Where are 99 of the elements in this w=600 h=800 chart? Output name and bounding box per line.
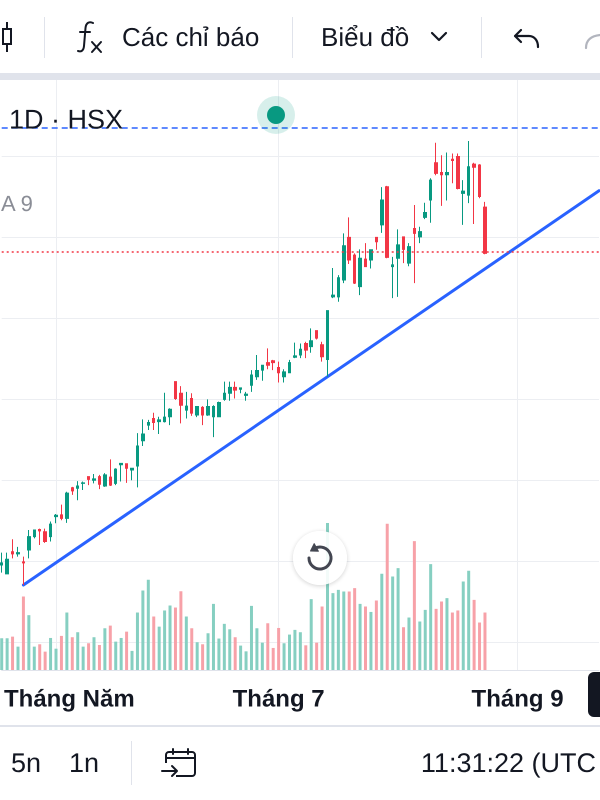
bar (374, 600, 378, 670)
bar (260, 642, 264, 670)
bar (190, 628, 194, 670)
bar (358, 604, 362, 670)
bar (196, 642, 199, 670)
bar (11, 636, 14, 670)
bar (304, 645, 308, 670)
bar (472, 600, 476, 670)
text: 1n (69, 748, 100, 778)
bar (65, 612, 68, 670)
bar (114, 642, 118, 670)
bar (402, 627, 406, 670)
bar (82, 646, 85, 670)
bar (87, 643, 90, 670)
bar (179, 591, 182, 670)
bar (440, 602, 444, 670)
bar (288, 634, 291, 670)
bar (54, 648, 58, 670)
bar (450, 612, 454, 670)
bar (234, 637, 237, 670)
x-tick-label: Tháng Năm (4, 686, 135, 712)
bar (146, 580, 150, 670)
bar (277, 628, 280, 670)
bar (342, 592, 346, 670)
bar (429, 564, 432, 670)
bar (136, 612, 139, 670)
bar (92, 637, 96, 670)
bar (98, 645, 101, 670)
bar (331, 593, 334, 670)
bar (293, 630, 296, 670)
bar (38, 644, 42, 670)
bar (434, 608, 438, 670)
bar (315, 642, 318, 670)
bar (222, 624, 226, 670)
bar (412, 541, 416, 670)
bar (244, 651, 248, 670)
bar (396, 568, 400, 670)
bar (478, 622, 482, 670)
bar (255, 628, 258, 670)
chart-title: 1D · HSX (9, 104, 124, 134)
bar (6, 638, 9, 670)
bar (239, 646, 242, 670)
text: Biểu đồ (321, 22, 410, 52)
bar (70, 637, 74, 670)
bar (60, 636, 63, 670)
bar (348, 592, 351, 670)
bar (364, 606, 368, 670)
bar (168, 605, 172, 670)
bar (16, 646, 20, 670)
bar (391, 576, 394, 670)
bar (158, 626, 161, 670)
bar (27, 615, 30, 670)
bar (212, 604, 215, 670)
bar (424, 610, 427, 670)
bar (108, 626, 112, 670)
bar (445, 598, 448, 670)
bar (380, 574, 384, 670)
bar (141, 590, 144, 670)
bar (152, 616, 156, 670)
bar (49, 638, 52, 670)
bar (32, 646, 36, 670)
bar (0, 638, 4, 670)
bar (310, 599, 313, 670)
bar (184, 616, 188, 670)
bar (462, 582, 465, 670)
text: 11:31:22 (UTC (420, 748, 596, 778)
bar (353, 588, 356, 670)
bar (418, 621, 422, 670)
bar (407, 618, 410, 670)
bar (103, 628, 106, 670)
bar (282, 643, 286, 670)
bar (320, 606, 324, 670)
bar (298, 632, 302, 670)
annotation: A 9 (1, 191, 33, 216)
bar (201, 644, 204, 670)
bar (130, 650, 134, 670)
text: 5n (11, 748, 42, 778)
bar (217, 638, 220, 670)
bar (467, 570, 470, 670)
bar (120, 638, 123, 670)
bar (386, 524, 389, 670)
bar (76, 632, 80, 670)
bar (266, 623, 270, 670)
bar (206, 633, 210, 670)
bar (163, 610, 166, 670)
bar (456, 610, 460, 670)
text: Các chỉ báo (122, 22, 260, 52)
bar (22, 596, 25, 670)
bar (250, 606, 253, 670)
bar (483, 612, 486, 670)
bar (336, 590, 340, 670)
bar (228, 629, 232, 670)
bar (272, 648, 275, 670)
bar (44, 652, 47, 670)
x-tick-label: Tháng 7 (232, 686, 325, 712)
x-tick-label: Tháng 9 (472, 686, 564, 712)
bar (174, 608, 177, 670)
bar (369, 612, 372, 670)
bar (125, 632, 128, 670)
